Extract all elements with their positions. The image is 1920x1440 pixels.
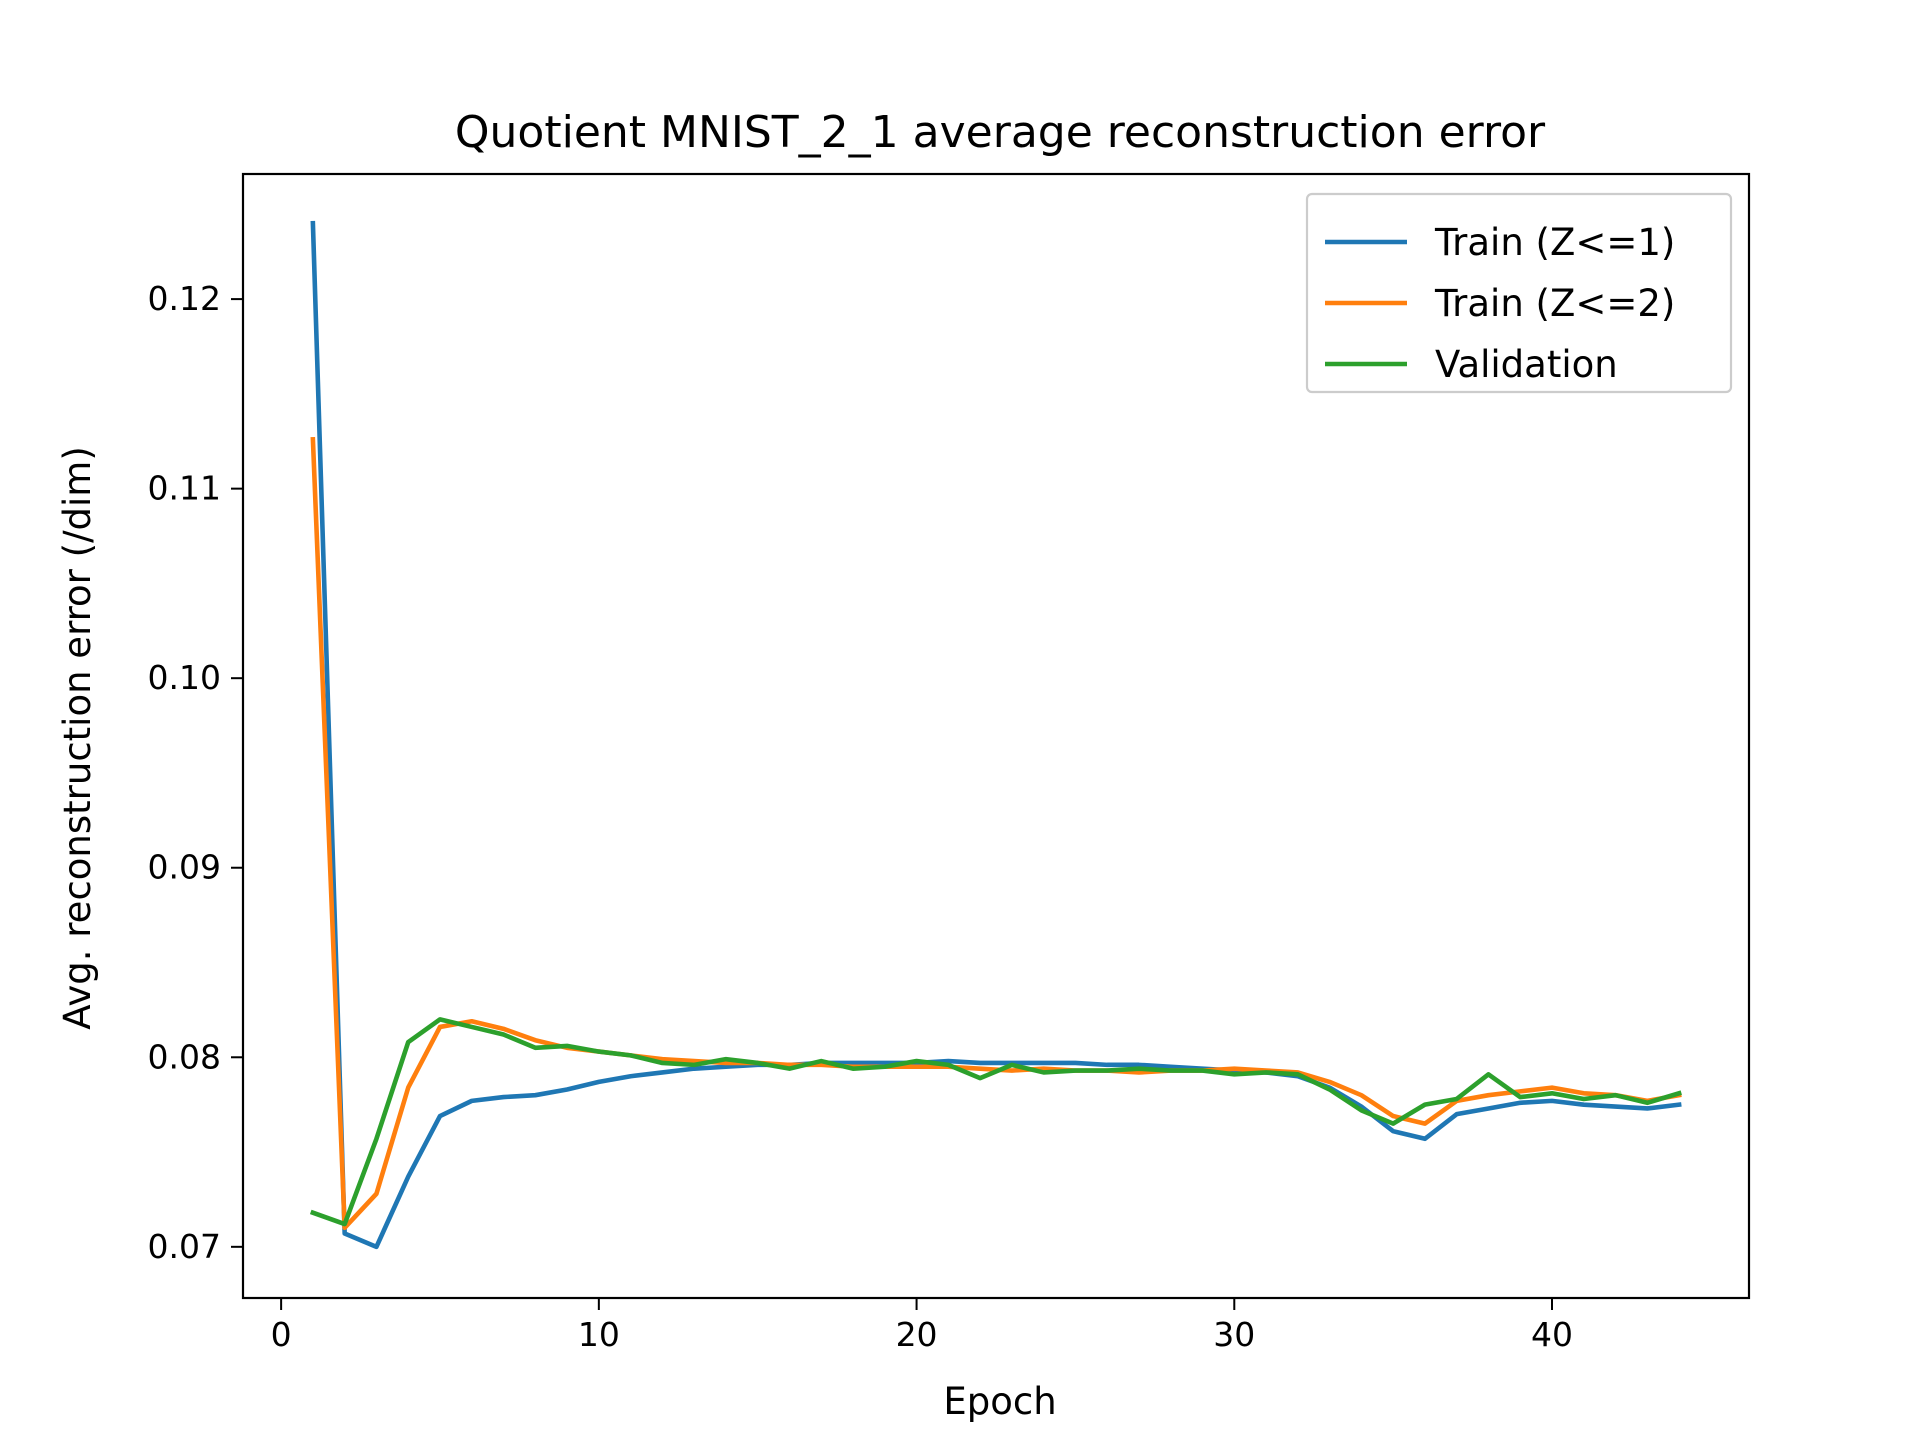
series-lines xyxy=(309,220,1682,1250)
x-axis-label: Epoch xyxy=(943,1380,1056,1423)
axes-frame xyxy=(241,172,1751,1300)
x-tick-label: 20 xyxy=(896,1315,938,1354)
x-tick-label: 30 xyxy=(1213,1315,1255,1354)
y-tick-label: 0.07 xyxy=(148,1227,221,1266)
x-tick-label: 10 xyxy=(578,1315,620,1354)
y-tick-label: 0.09 xyxy=(148,848,221,887)
legend-label-3: Validation xyxy=(1435,343,1618,386)
series-line-3 xyxy=(309,1017,1682,1227)
y-axis-label: Avg. reconstruction error (/dim) xyxy=(56,446,99,1030)
x-tick-label: 0 xyxy=(271,1315,292,1354)
y-tick-label: 0.12 xyxy=(148,279,221,318)
chart-title: Quotient MNIST_2_1 average reconstructio… xyxy=(455,107,1546,158)
y-tick-label: 0.10 xyxy=(148,658,221,697)
series-line-1 xyxy=(310,220,1682,1250)
x-tick-label: 40 xyxy=(1531,1315,1573,1354)
axes: 0 10 20 30 40 0.07 0.08 0.09 0.10 0.11 0.12 xyxy=(148,172,1751,1354)
y-tick-label: 0.11 xyxy=(148,469,221,508)
legend: Train (Z<=1) Train (Z<=2) Validation xyxy=(1305,192,1733,394)
legend-label-2: Train (Z<=2) xyxy=(1434,282,1675,325)
legend-box xyxy=(1305,192,1733,394)
y-tick-label: 0.08 xyxy=(148,1037,221,1076)
legend-label-1: Train (Z<=1) xyxy=(1434,221,1675,264)
